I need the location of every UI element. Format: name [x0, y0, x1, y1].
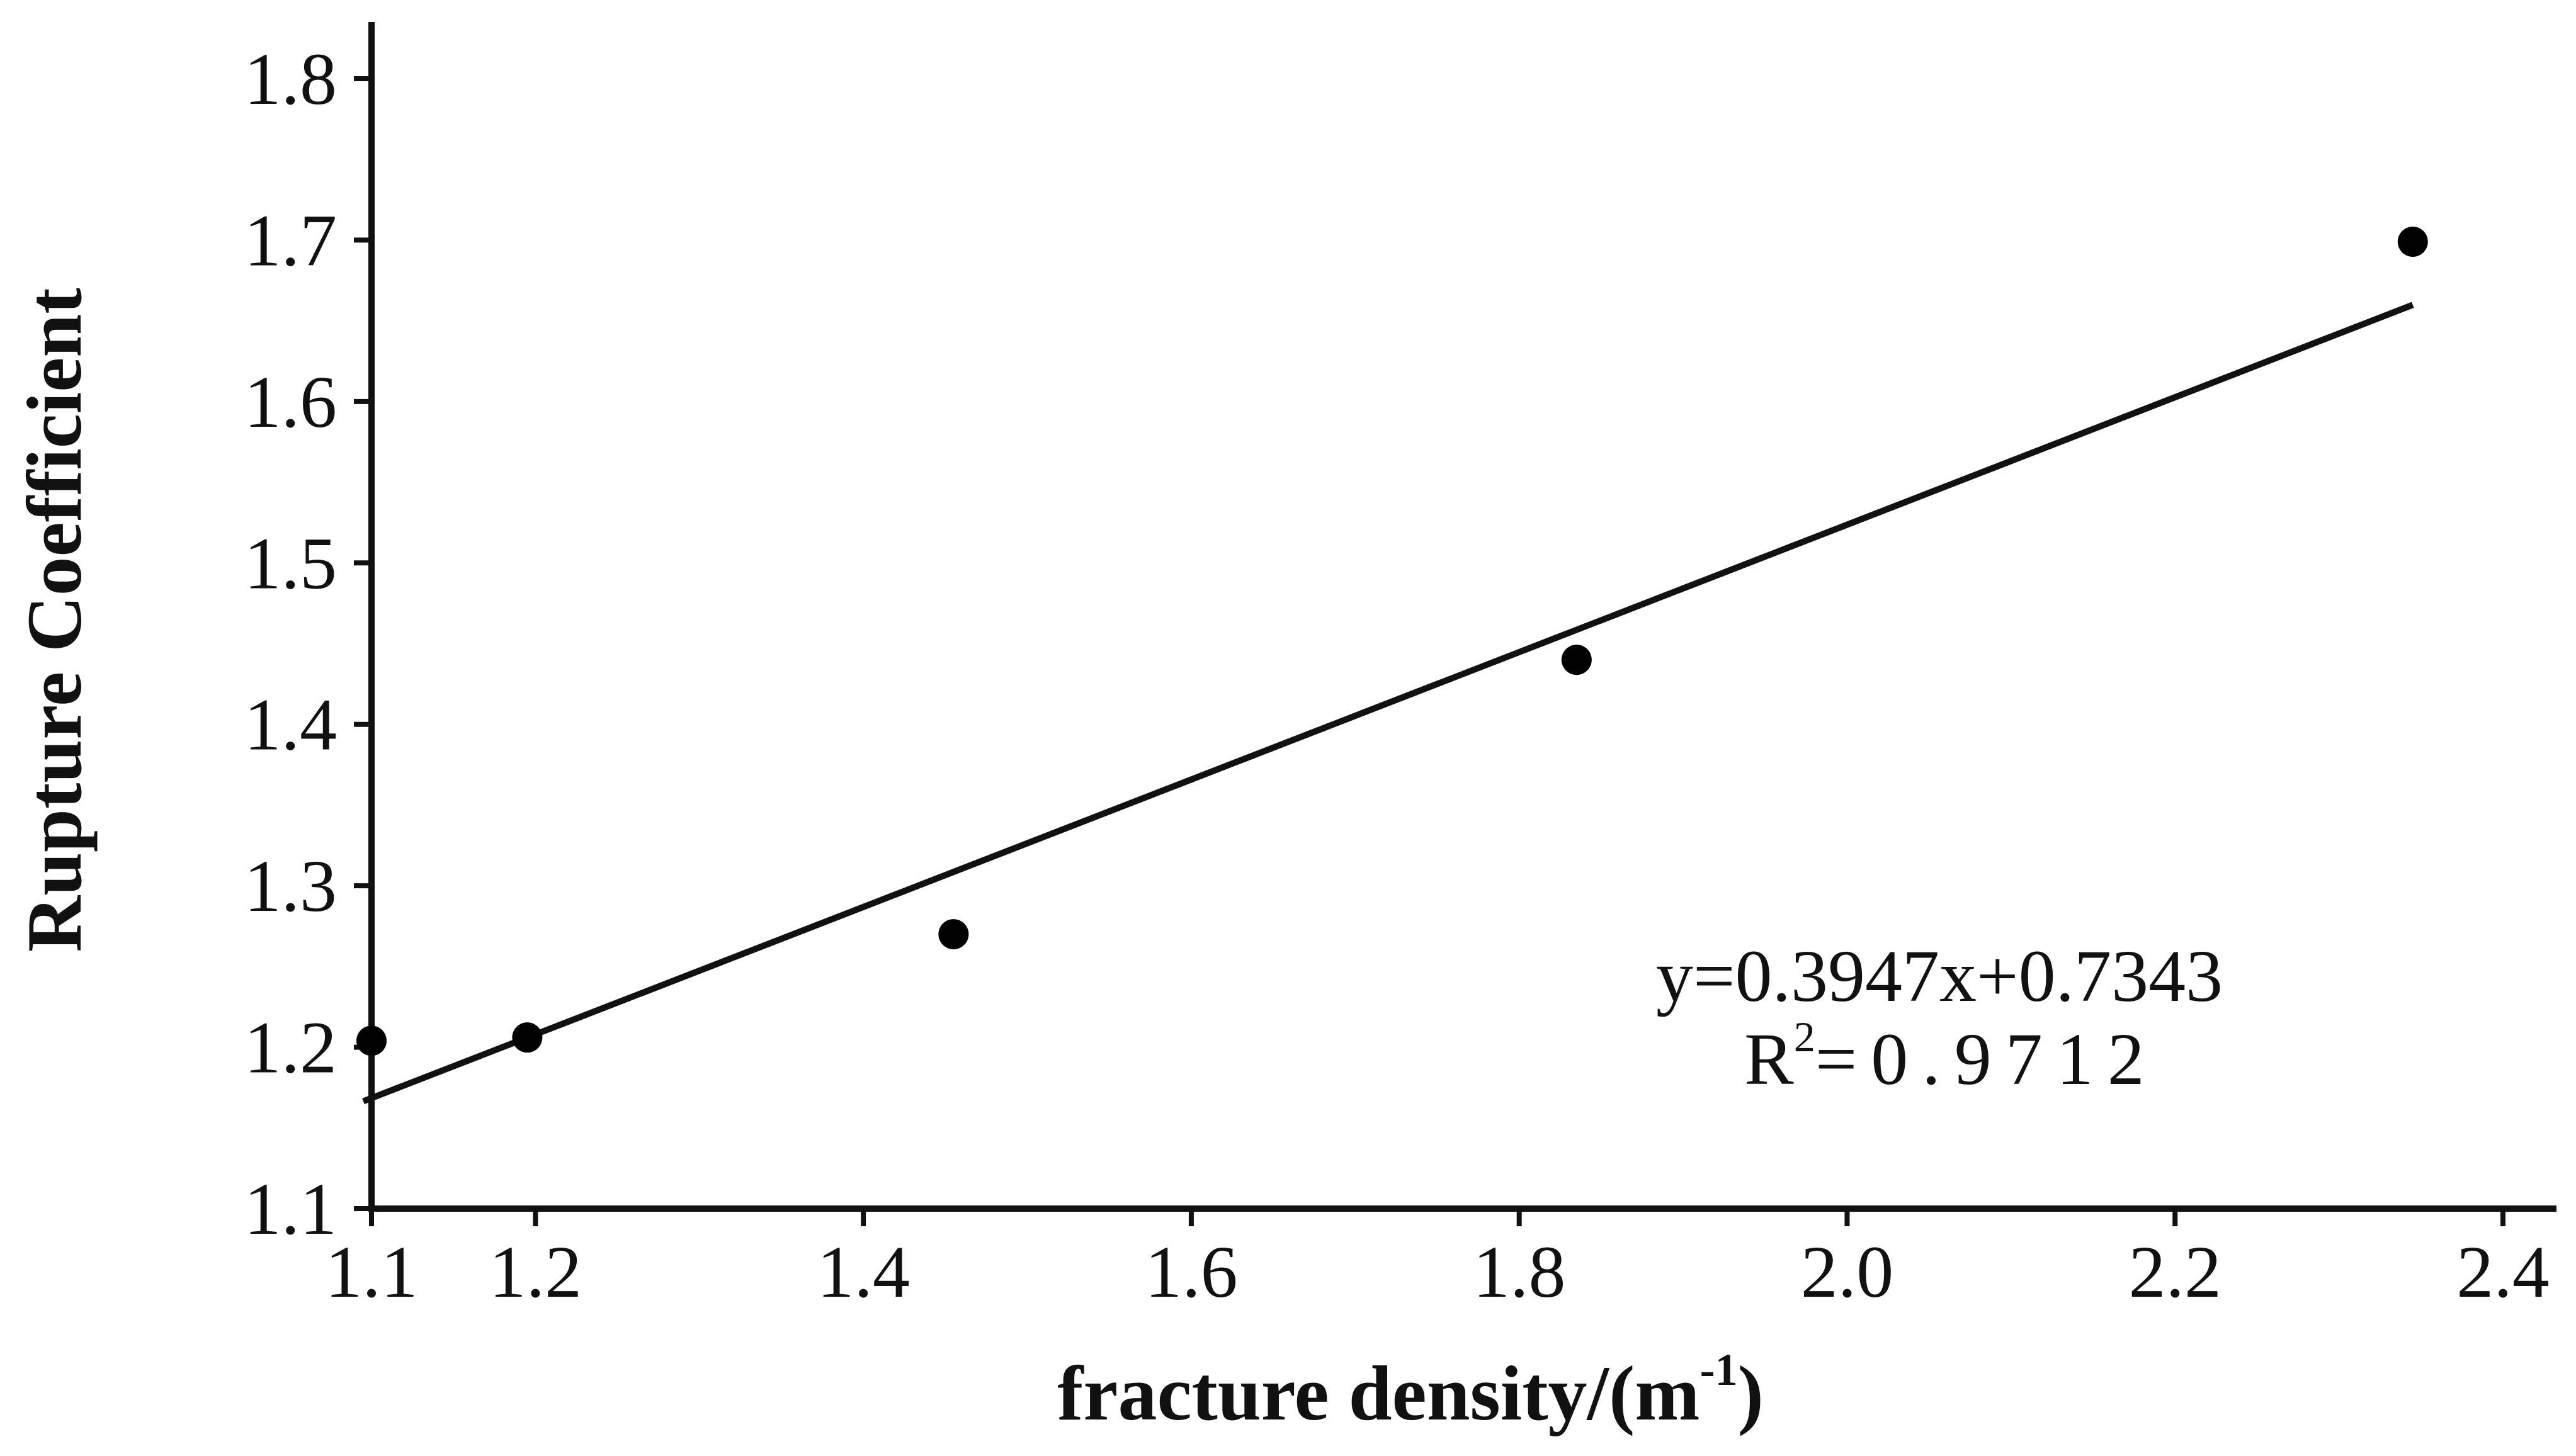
y-tick-label: 1.5 [244, 522, 338, 604]
trendline [362, 302, 2414, 1105]
x-tick-label: 1.6 [1145, 1231, 1238, 1313]
trendline-group [362, 302, 2414, 1105]
data-point [356, 1025, 387, 1056]
y-tick-label: 1.2 [244, 1007, 338, 1089]
x-axis-title: fracture density/(m-1) [1057, 1345, 1764, 1436]
y-axis-title: Rupture Coefficient [11, 288, 98, 952]
y-tick-label: 1.1 [244, 1168, 338, 1250]
y-tick-label: 1.6 [244, 361, 338, 443]
ticks: 1.1 1.2 1.4 1.6 1.8 2.0 2.2 2.4 1.1 1.2 1.3 1.4 1.5 1… [244, 38, 2550, 1313]
y-tick-label: 1.7 [244, 199, 338, 281]
r-squared-prefix: R [1744, 1018, 1794, 1100]
y-tick-label: 1.3 [244, 845, 338, 927]
axes [368, 22, 2556, 1212]
x-axis-title-superscript: -1 [1700, 1345, 1738, 1395]
data-point [938, 919, 969, 950]
data-point [2397, 226, 2428, 257]
r-squared-value: =0.9712 [1815, 1018, 2159, 1100]
r-squared-superscript: 2 [1794, 1013, 1815, 1061]
x-axis-title-main: fracture density/(m [1057, 1350, 1699, 1436]
x-tick-label: 1.4 [817, 1231, 910, 1313]
x-tick-label: 1.2 [489, 1231, 582, 1313]
data-point [512, 1022, 543, 1053]
x-tick-label: 2.2 [2128, 1231, 2221, 1313]
x-tick-label: 2.0 [1801, 1231, 1894, 1313]
x-tick-label: 1.1 [325, 1231, 418, 1313]
x-axis-title-tail: ) [1738, 1350, 1764, 1436]
data-points [356, 226, 2428, 1056]
y-tick-label: 1.8 [244, 38, 338, 120]
regression-equation: y=0.3947x+0.7343 [1656, 935, 2223, 1017]
x-tick-label: 2.4 [2456, 1231, 2550, 1313]
data-point [1561, 645, 1592, 675]
r-squared-label: R2=0.9712 [1744, 1013, 2159, 1100]
x-tick-label: 1.8 [1473, 1231, 1566, 1313]
y-tick-label: 1.4 [244, 684, 338, 766]
